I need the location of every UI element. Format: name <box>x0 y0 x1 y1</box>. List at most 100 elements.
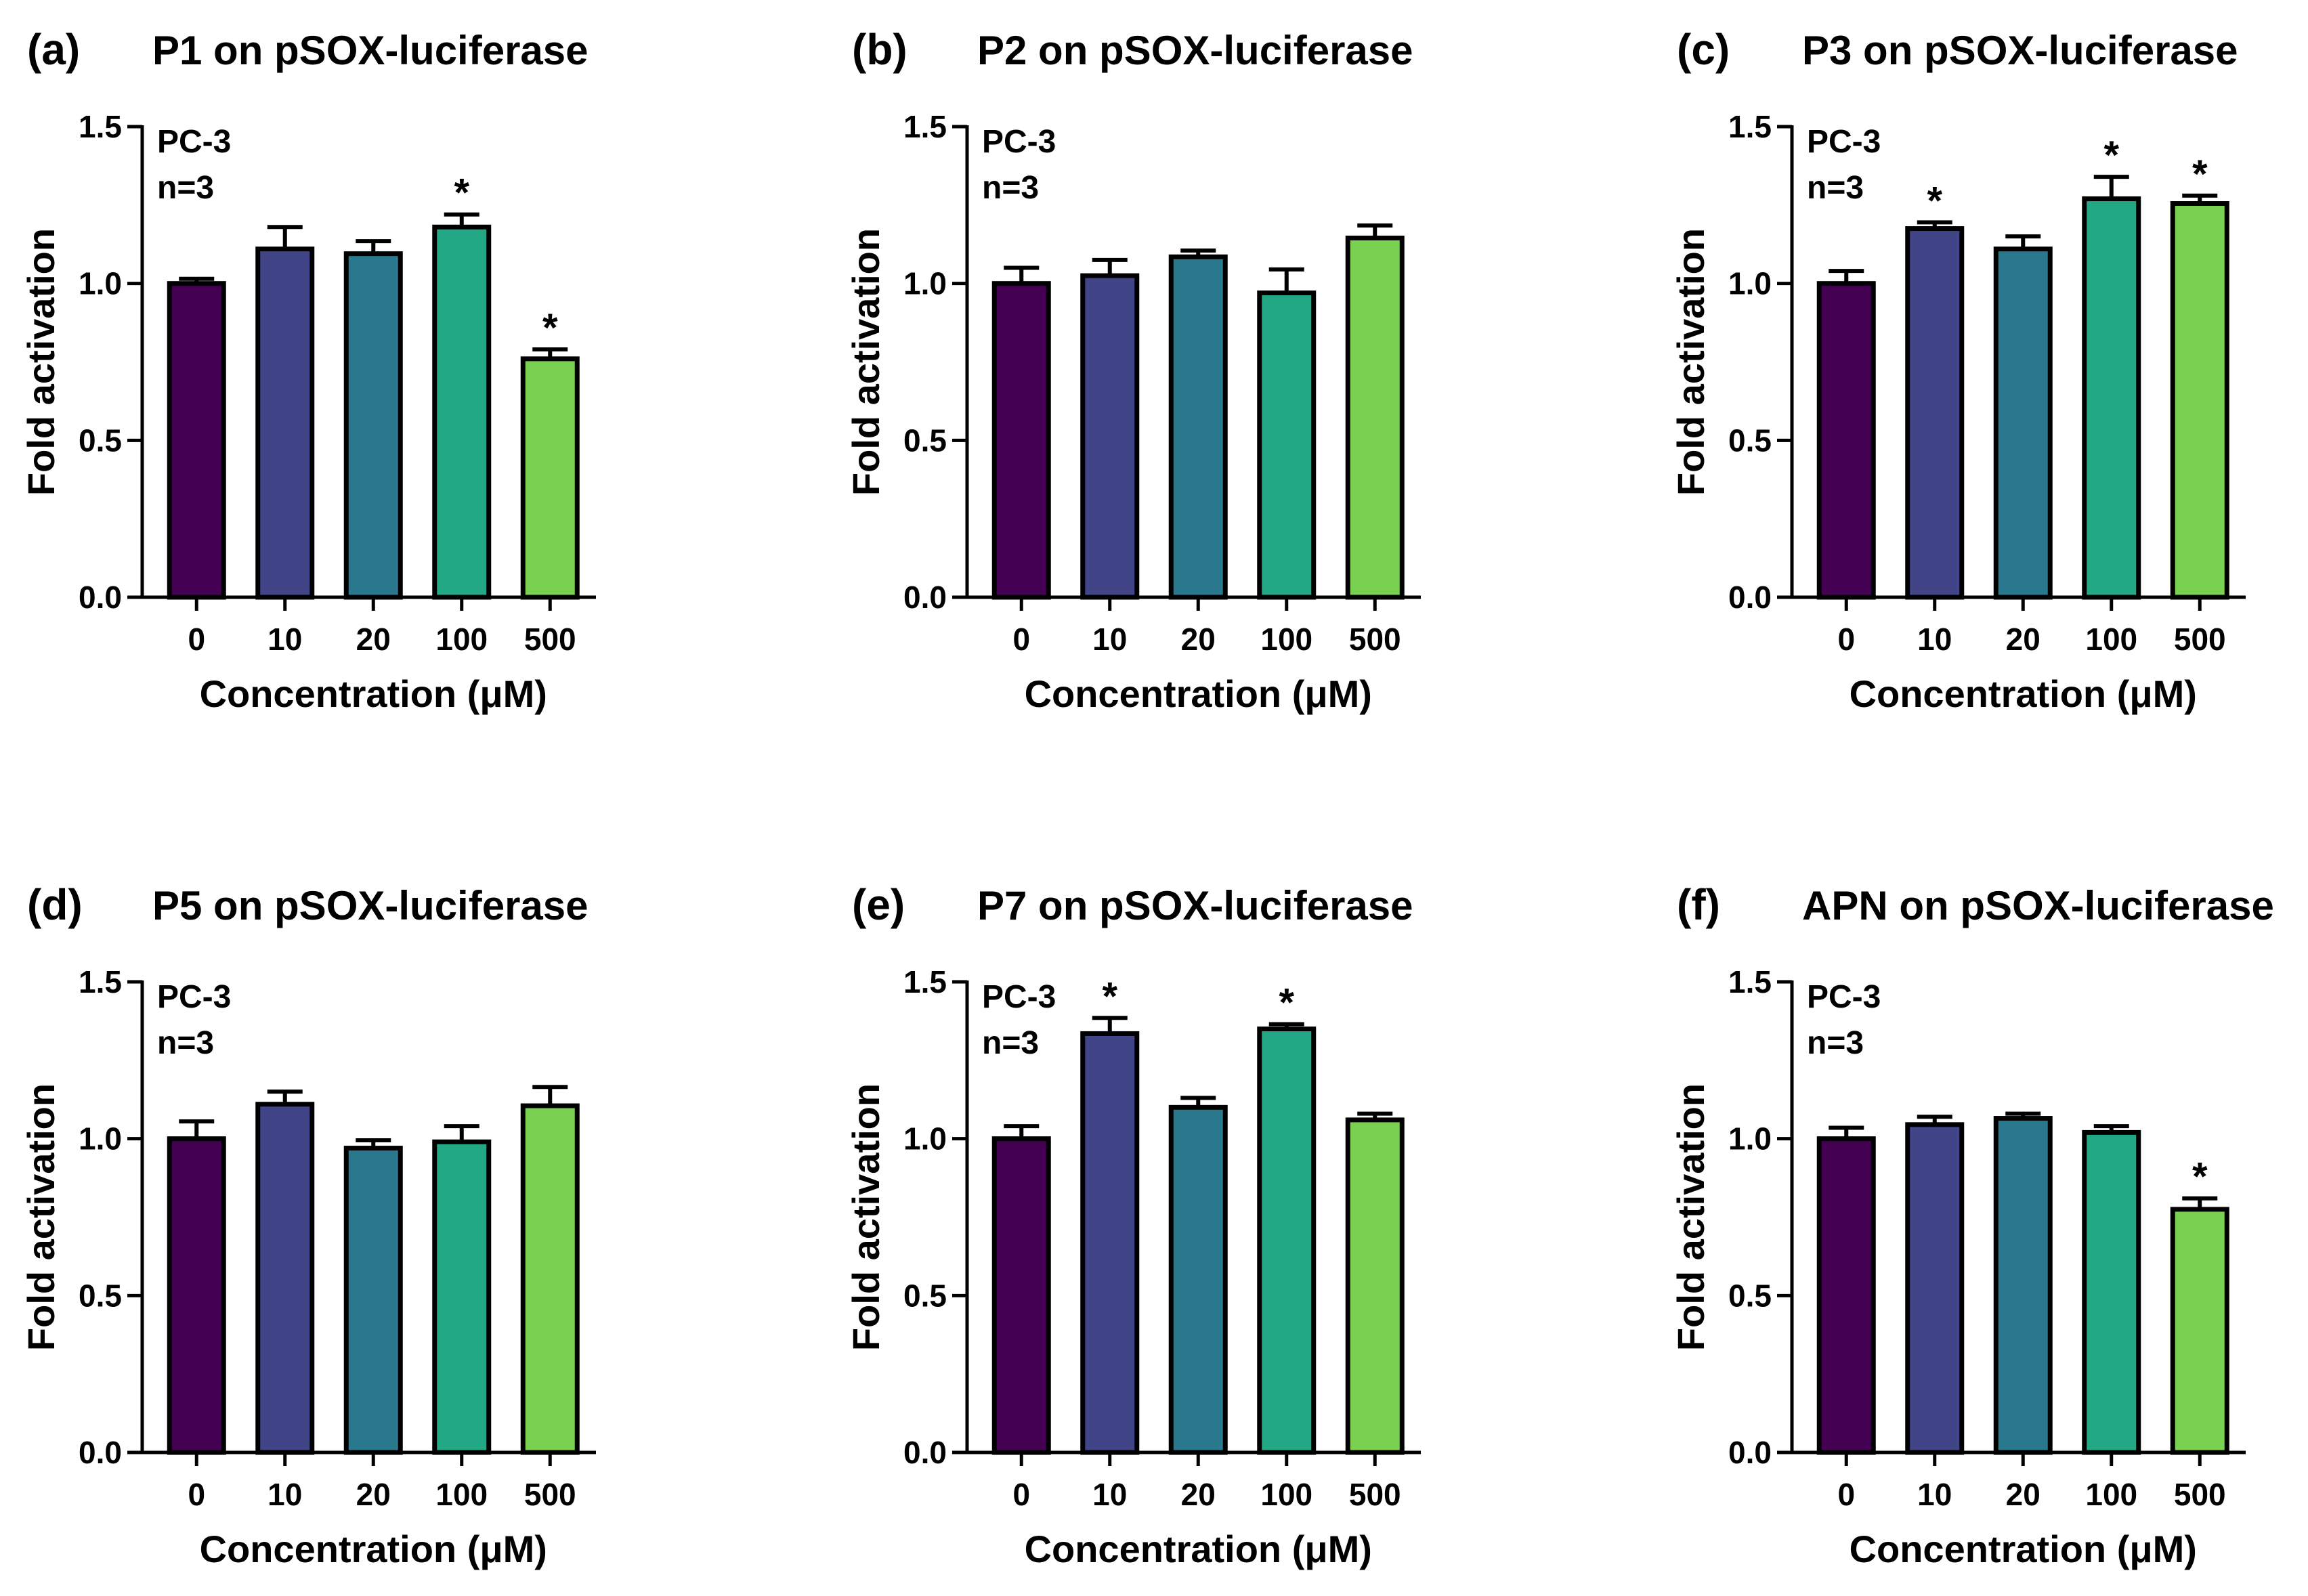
panel-label: (d) <box>27 880 83 929</box>
bar <box>1345 235 1405 600</box>
bar <box>255 246 315 600</box>
x-axis-title: Concentration (μM) <box>1850 672 2197 715</box>
y-axis-title: Fold activation <box>1669 228 1712 496</box>
bar <box>1905 1122 1965 1455</box>
bar <box>1816 281 1876 600</box>
y-tick-label: 1.0 <box>1728 1121 1772 1157</box>
y-tick-label: 0.0 <box>79 580 122 615</box>
panel-title: P1 on pSOX-luciferase <box>152 28 589 73</box>
chart-panel: (b) P2 on pSOX-luciferase 0.0 0.5 1.0 1.5 PC-3… <box>845 25 1421 715</box>
bar <box>432 224 492 600</box>
x-tick-label: 100 <box>2085 622 2137 657</box>
bar <box>2170 201 2229 600</box>
chart-panel: (f) APN on pSOX-luciferase 0.0 0.5 1.0 1.5 PC-… <box>1669 880 2274 1570</box>
y-tick-label: 1.5 <box>1728 964 1772 999</box>
x-axis-title: Concentration (μM) <box>200 1528 547 1570</box>
bar <box>1993 1116 2053 1455</box>
x-tick-label: 20 <box>356 622 391 657</box>
x-tick-label: 100 <box>2085 1477 2137 1512</box>
y-tick-label: 1.5 <box>79 109 122 144</box>
x-tick-label: 20 <box>1181 1477 1216 1512</box>
panel-title: P7 on pSOX-luciferase <box>977 883 1413 928</box>
significance-star: * <box>1102 974 1117 1018</box>
bar <box>1816 1136 1876 1455</box>
x-tick-label: 0 <box>1837 1477 1855 1512</box>
bar <box>1257 290 1317 600</box>
bar <box>432 1139 492 1455</box>
y-tick-label: 1.0 <box>903 266 947 301</box>
y-tick-label: 1.0 <box>79 266 122 301</box>
x-tick-label: 500 <box>1349 622 1401 657</box>
y-tick-label: 0.5 <box>903 1278 947 1313</box>
y-tick-label: 0.0 <box>1728 580 1772 615</box>
y-tick-label: 0.0 <box>903 1435 947 1470</box>
panel-label: (c) <box>1677 25 1730 74</box>
x-tick-label: 100 <box>435 622 488 657</box>
panel-label: (b) <box>852 25 907 74</box>
sample-size-label: n=3 <box>157 170 214 206</box>
bar <box>991 281 1051 600</box>
bar <box>2170 1207 2229 1455</box>
cell-line-label: PC-3 <box>1807 124 1881 160</box>
y-tick-label: 1.0 <box>79 1121 122 1157</box>
bar <box>1168 1104 1228 1455</box>
cell-line-label: PC-3 <box>982 124 1056 160</box>
x-tick-label: 100 <box>1260 1477 1312 1512</box>
chart-panel: (c) P3 on pSOX-luciferase 0.0 0.5 1.0 1.5 PC-3… <box>1669 25 2246 715</box>
bar <box>343 1146 403 1455</box>
x-tick-label: 0 <box>1837 622 1855 657</box>
significance-star: * <box>2103 133 2119 177</box>
bar <box>520 1103 580 1455</box>
sample-size-label: n=3 <box>982 1025 1039 1061</box>
bar <box>167 281 226 600</box>
sample-size-label: n=3 <box>1807 1025 1864 1061</box>
y-tick-label: 0.0 <box>79 1435 122 1470</box>
panel-title: P3 on pSOX-luciferase <box>1802 28 2238 73</box>
y-axis-title: Fold activation <box>20 1083 62 1351</box>
significance-star: * <box>1927 179 1942 223</box>
cell-line-label: PC-3 <box>1807 979 1881 1015</box>
bar <box>343 251 403 600</box>
panel-label: (a) <box>27 25 80 74</box>
y-tick-label: 0.5 <box>1728 1278 1772 1313</box>
y-axis-title: Fold activation <box>20 228 62 496</box>
bar <box>1905 226 1965 600</box>
bar <box>1080 1031 1140 1455</box>
bar <box>167 1136 226 1455</box>
panel-label: (e) <box>852 880 905 929</box>
x-tick-label: 20 <box>1181 622 1216 657</box>
bar <box>991 1136 1051 1455</box>
cell-line-label: PC-3 <box>157 979 231 1015</box>
y-tick-label: 1.0 <box>1728 266 1772 301</box>
significance-star: * <box>2192 1155 2208 1199</box>
chart-panel: (d) P5 on pSOX-luciferase 0.0 0.5 1.0 1.5 PC-3… <box>20 880 596 1570</box>
x-tick-label: 500 <box>524 1477 576 1512</box>
x-tick-label: 20 <box>2006 622 2040 657</box>
significance-star: * <box>454 171 469 215</box>
x-tick-label: 100 <box>435 1477 488 1512</box>
x-tick-label: 500 <box>2174 622 2226 657</box>
y-tick-label: 1.5 <box>903 109 947 144</box>
chart-panel: (e) P7 on pSOX-luciferase 0.0 0.5 1.0 1.5 PC-3… <box>845 880 1421 1570</box>
y-axis-title: Fold activation <box>845 1083 887 1351</box>
x-tick-label: 10 <box>1917 622 1952 657</box>
panel-title: P5 on pSOX-luciferase <box>152 883 589 928</box>
bar <box>255 1102 315 1455</box>
x-tick-label: 20 <box>2006 1477 2040 1512</box>
y-tick-label: 0.5 <box>903 423 947 458</box>
x-axis-title: Concentration (μM) <box>1025 672 1372 715</box>
significance-star: * <box>2192 152 2208 196</box>
x-tick-label: 500 <box>2174 1477 2226 1512</box>
x-axis-title: Concentration (μM) <box>1850 1528 2197 1570</box>
x-tick-label: 0 <box>188 622 205 657</box>
significance-star: * <box>1279 981 1294 1025</box>
chart-panel: (a) P1 on pSOX-luciferase 0.0 0.5 1.0 1.5 PC-3… <box>20 25 596 715</box>
x-tick-label: 20 <box>356 1477 391 1512</box>
significance-star: * <box>542 306 558 350</box>
x-tick-label: 10 <box>1092 622 1127 657</box>
bar <box>1345 1117 1405 1455</box>
panel-title: P2 on pSOX-luciferase <box>977 28 1413 73</box>
bar <box>520 356 580 600</box>
panel-label: (f) <box>1677 880 1720 929</box>
x-axis-title: Concentration (μM) <box>200 672 547 715</box>
